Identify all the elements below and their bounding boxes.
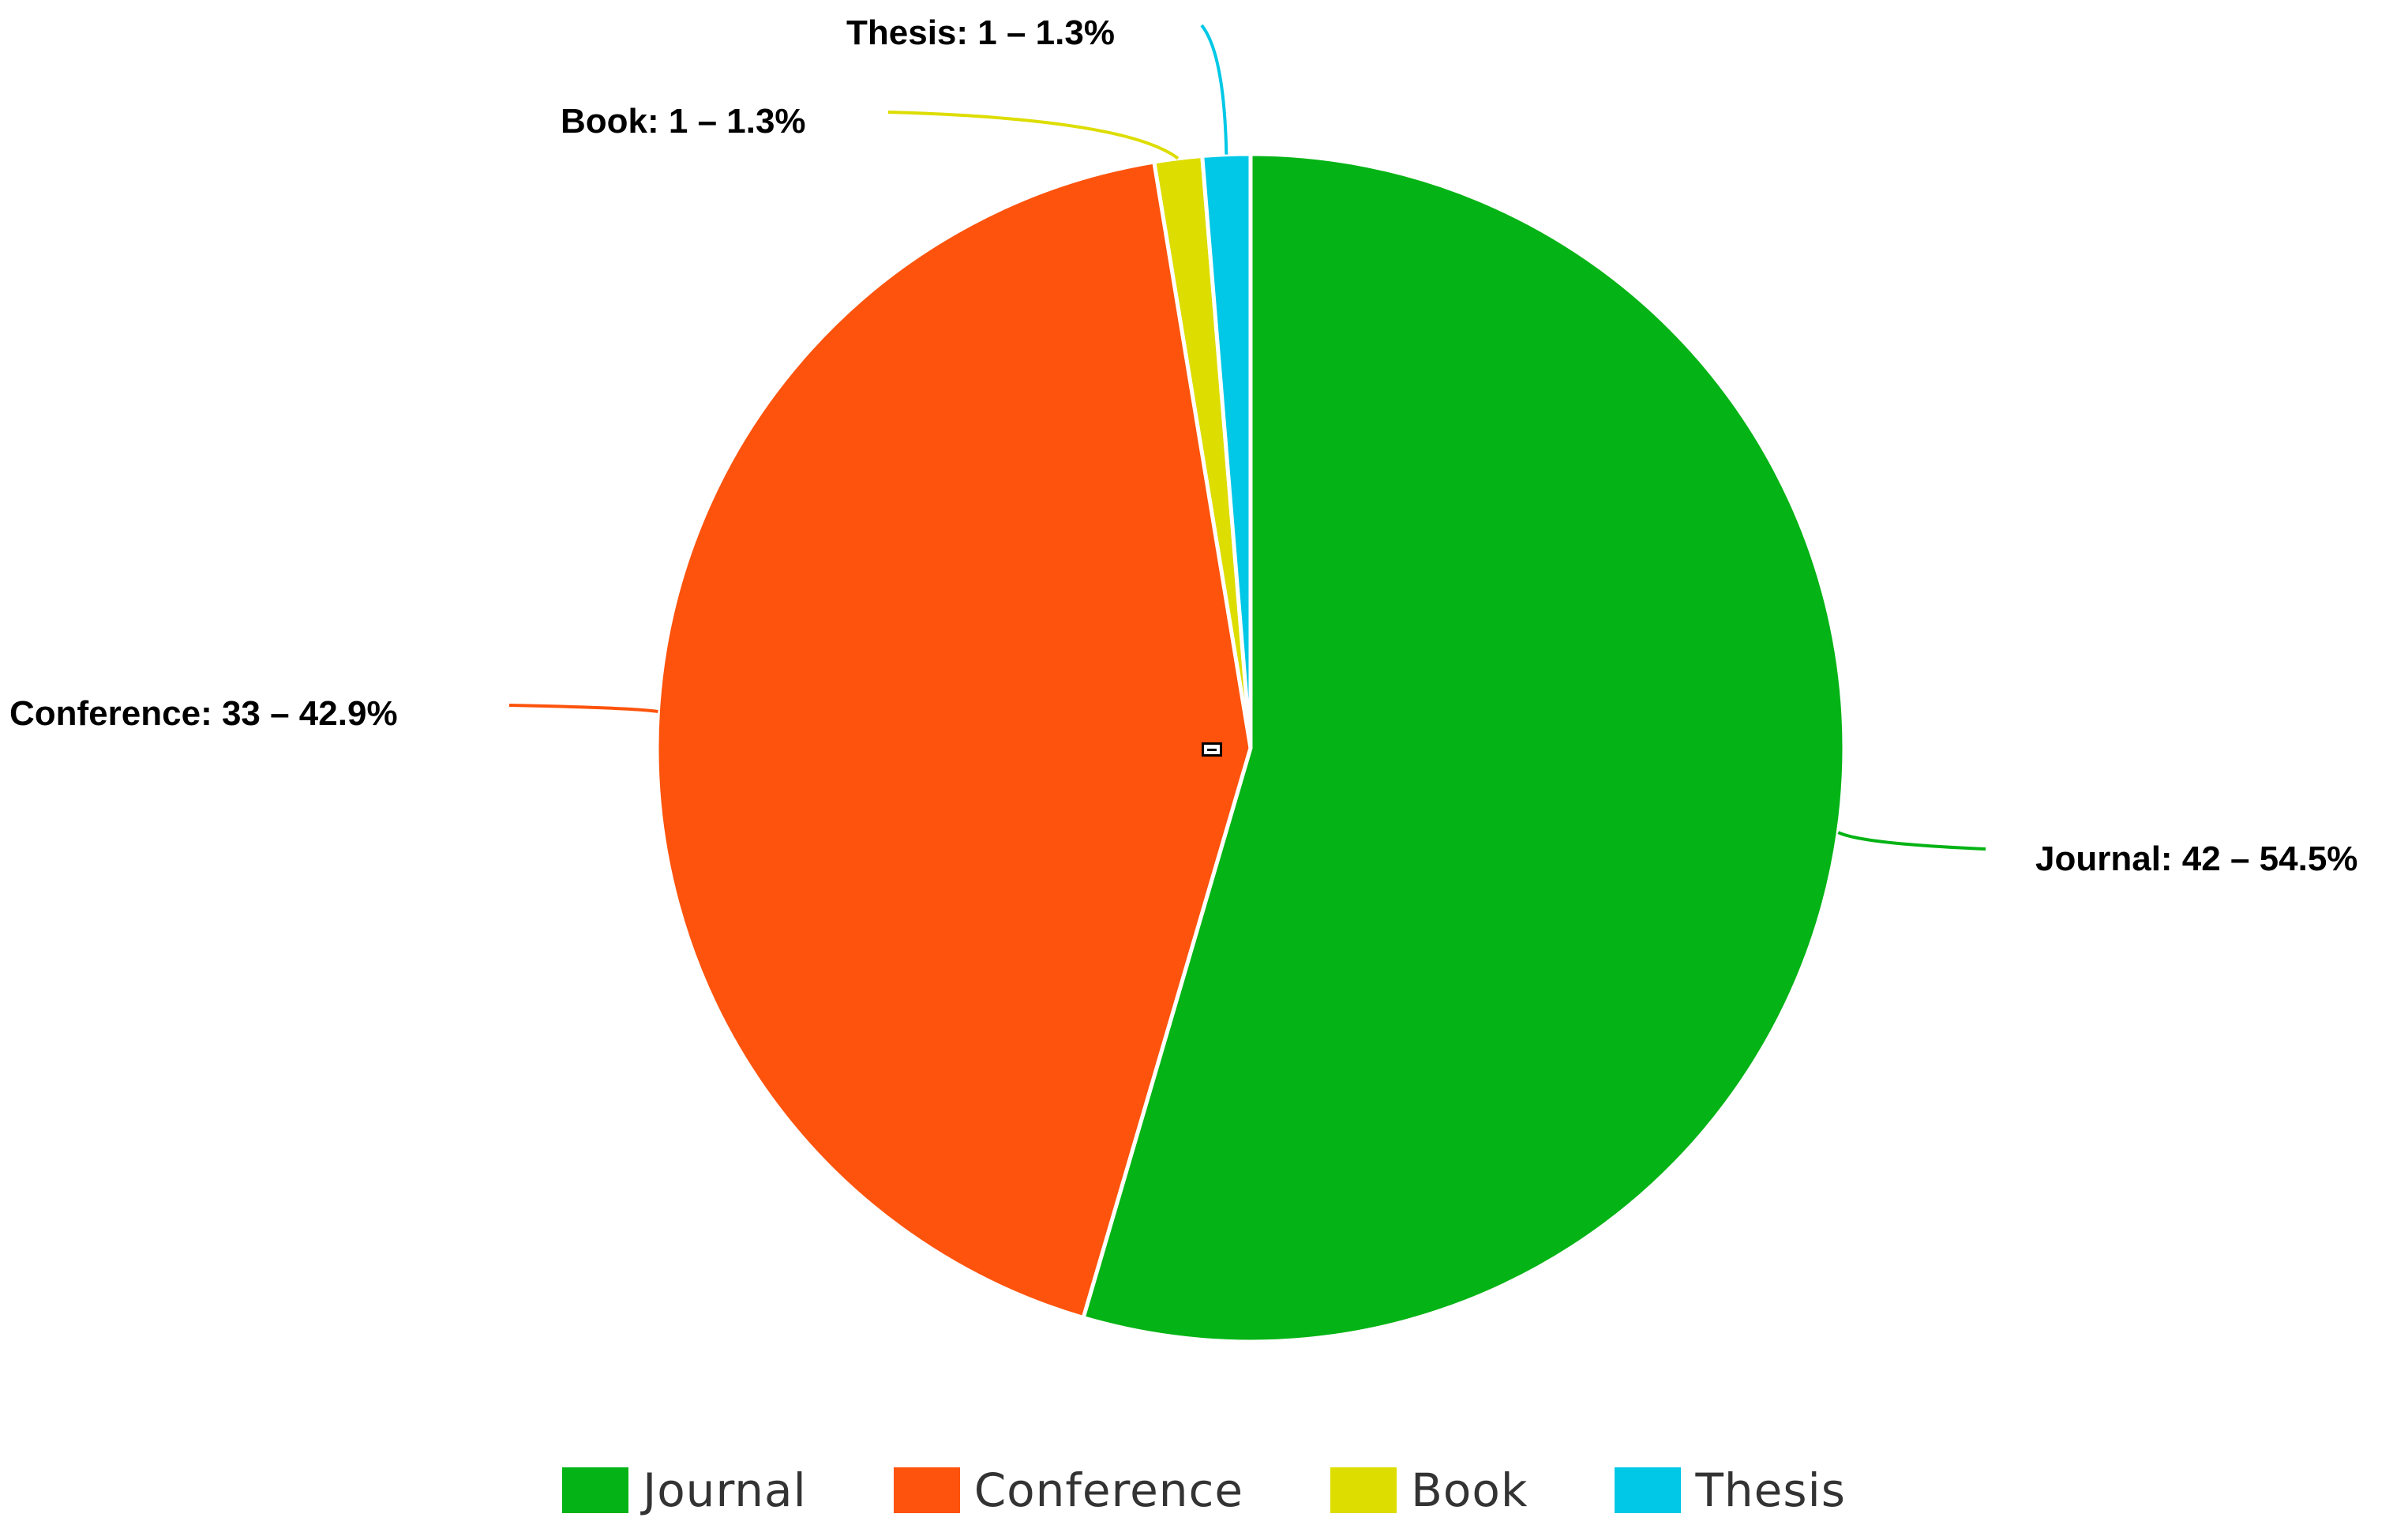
legend-label-thesis: Thesis — [1695, 1463, 1846, 1517]
legend-label-book: Book — [1411, 1463, 1528, 1517]
legend-swatch-conference — [893, 1467, 960, 1513]
legend-swatch-journal — [562, 1467, 629, 1513]
data-label-thesis: Thesis: 1 – 1.3% — [846, 13, 1115, 52]
data-label-book: Book: 1 – 1.3% — [561, 102, 806, 141]
center-marker-icon[interactable] — [1202, 742, 1222, 757]
legend-item-book[interactable]: Book — [1330, 1463, 1528, 1517]
legend-item-conference[interactable]: Conference — [893, 1463, 1244, 1517]
pie-slices — [655, 152, 1847, 1344]
data-label-conference: Conference: 33 – 42.9% — [9, 694, 398, 733]
legend-swatch-book — [1330, 1467, 1397, 1513]
leader-line-book — [887, 111, 1180, 160]
pie-slice-thesis[interactable] — [1200, 152, 1253, 749]
legend-item-thesis[interactable]: Thesis — [1615, 1463, 1845, 1517]
leader-line-conference — [508, 704, 658, 713]
data-label-journal: Journal: 42 – 54.5% — [2035, 840, 2357, 878]
legend-label-conference: Conference — [973, 1463, 1244, 1517]
leader-line-journal — [1837, 831, 1986, 851]
legend-item-journal[interactable]: Journal — [562, 1463, 807, 1517]
pie-slice-conference[interactable] — [655, 160, 1253, 1320]
legend: Journal Conference Book Thesis — [0, 1463, 2408, 1518]
legend-label-journal: Journal — [643, 1463, 807, 1517]
pie-slice-journal[interactable] — [1081, 152, 1847, 1344]
leader-lines — [508, 24, 1986, 851]
legend-swatch-thesis — [1615, 1467, 1682, 1513]
leader-line-thesis — [1200, 24, 1228, 155]
data-labels: Journal: 42 – 54.5% Conference: 33 – 42.… — [9, 13, 2357, 878]
